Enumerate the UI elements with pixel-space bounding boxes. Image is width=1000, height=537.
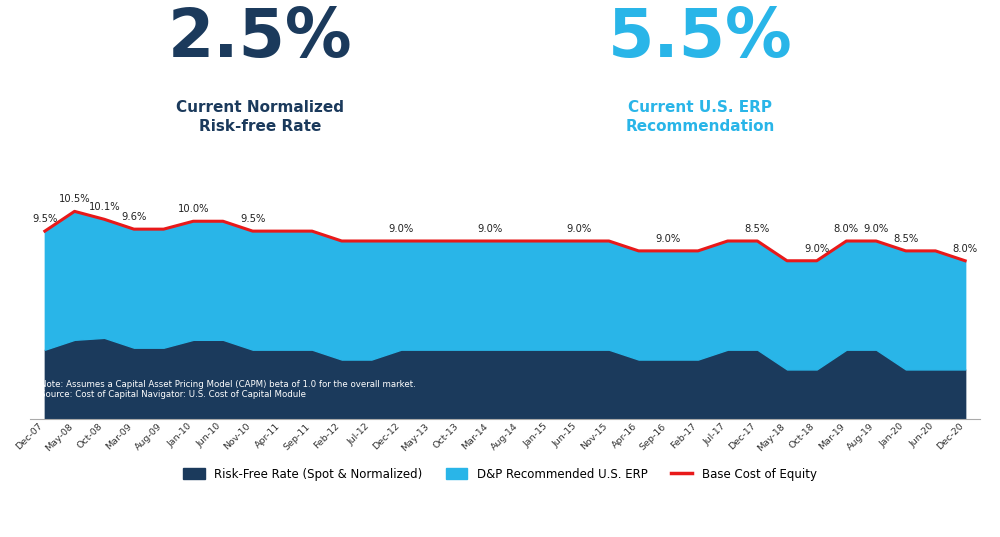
Text: 2.5%: 2.5% <box>168 5 352 71</box>
Text: 8.5%: 8.5% <box>893 234 918 244</box>
Text: 10.5%: 10.5% <box>59 194 90 205</box>
Text: 8.0%: 8.0% <box>953 244 978 254</box>
Text: Current Normalized
Risk-free Rate: Current Normalized Risk-free Rate <box>176 100 344 134</box>
Text: 9.0%: 9.0% <box>567 224 592 234</box>
Text: 8.5%: 8.5% <box>745 224 770 234</box>
Text: 9.0%: 9.0% <box>804 244 829 254</box>
Text: 5.5%: 5.5% <box>608 5 792 71</box>
Legend: Risk-Free Rate (Spot & Normalized), D&P Recommended U.S. ERP, Base Cost of Equit: Risk-Free Rate (Spot & Normalized), D&P … <box>183 468 817 481</box>
Text: 9.6%: 9.6% <box>121 212 147 222</box>
Text: 9.0%: 9.0% <box>478 224 503 234</box>
Text: 10.0%: 10.0% <box>178 204 209 214</box>
Text: 8.0%: 8.0% <box>834 224 859 234</box>
Text: 9.5%: 9.5% <box>240 214 265 224</box>
Text: 9.0%: 9.0% <box>388 224 414 234</box>
Text: 9.0%: 9.0% <box>656 234 681 244</box>
Text: Current U.S. ERP
Recommendation: Current U.S. ERP Recommendation <box>625 100 775 134</box>
Text: 10.1%: 10.1% <box>88 202 120 212</box>
Text: 9.5%: 9.5% <box>32 214 58 224</box>
Text: Note: Assumes a Capital Asset Pricing Model (CAPM) beta of 1.0 for the overall m: Note: Assumes a Capital Asset Pricing Mo… <box>40 380 415 399</box>
Text: 9.0%: 9.0% <box>863 224 889 234</box>
